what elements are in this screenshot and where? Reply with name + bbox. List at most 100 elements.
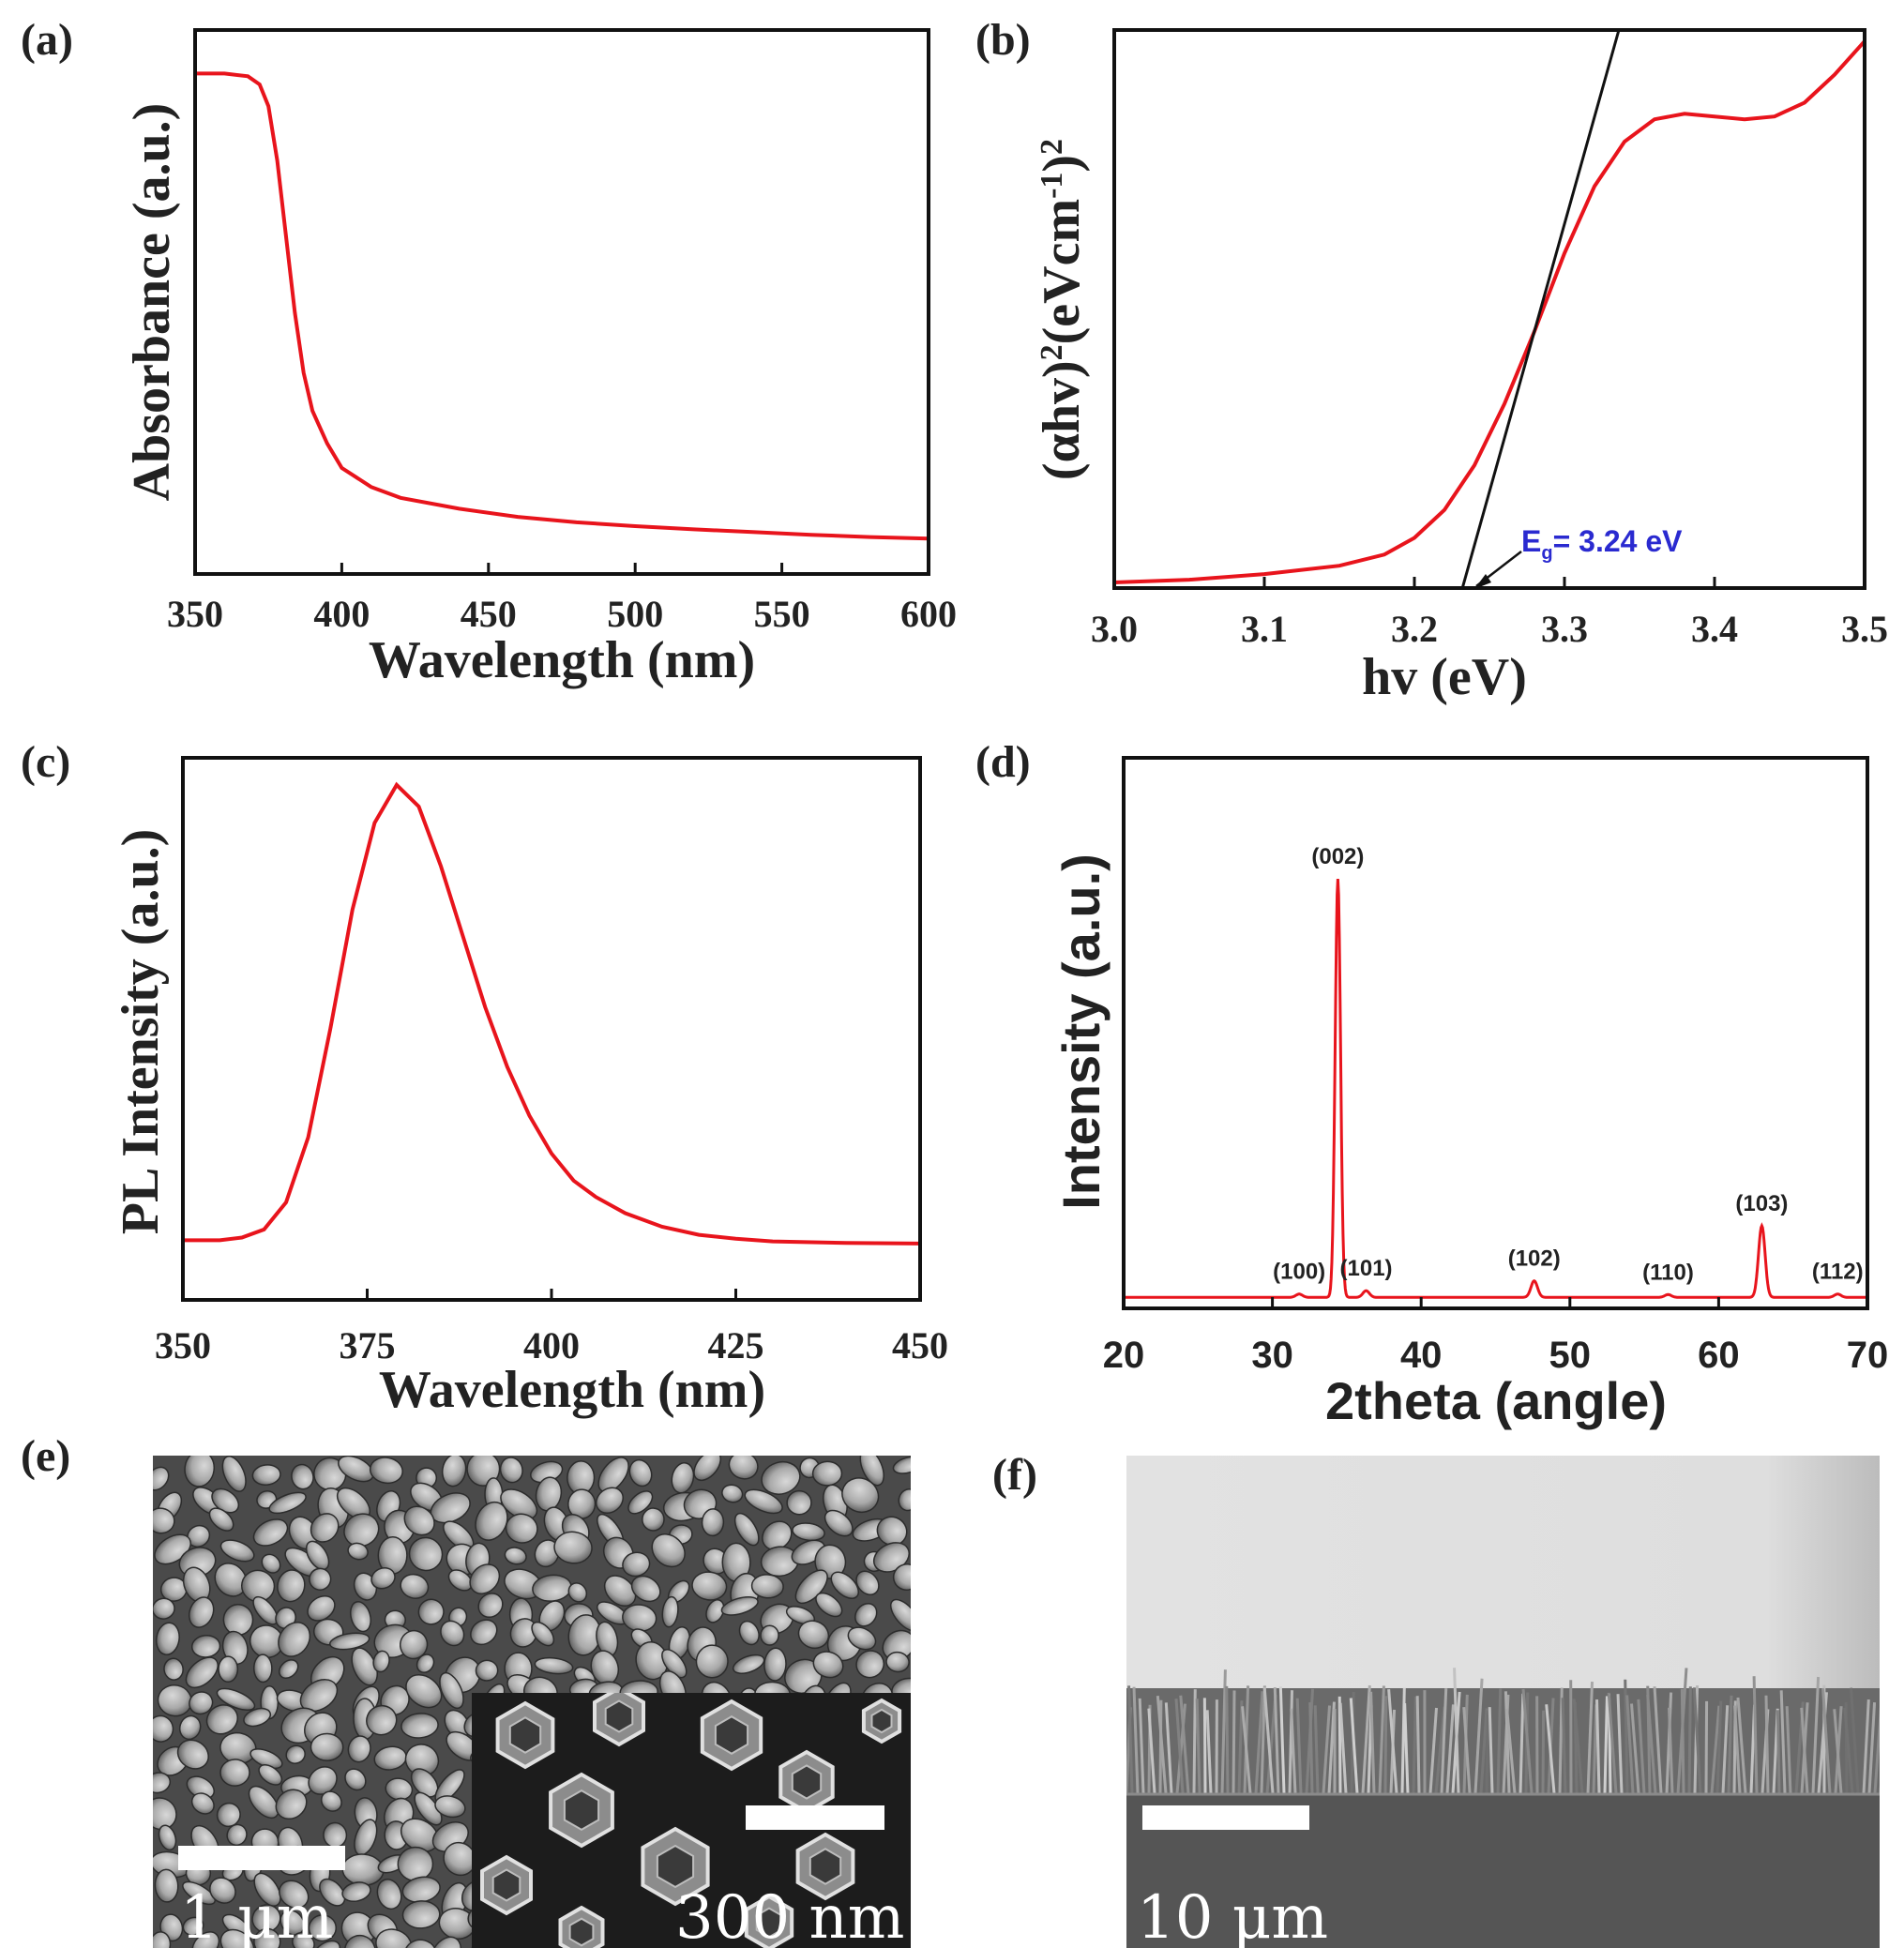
chart-b-x-ticks: 3.0 3.1 3.2 3.3 3.4 3.5: [1091, 577, 1888, 650]
sem-f-rod: [1369, 1691, 1376, 1794]
sem-e-grain: [534, 1656, 574, 1675]
sem-e-grain: [185, 1656, 219, 1689]
sem-e-grain: [291, 1463, 314, 1490]
sem-f-rod: [1879, 1785, 1880, 1793]
sem-f-rod: [1265, 1694, 1277, 1794]
chart-b-xtick-label: 3.4: [1691, 608, 1738, 650]
sem-f-rod: [1453, 1668, 1460, 1794]
panel-label-d: (d): [975, 737, 1031, 787]
sem-f-rod: [1687, 1686, 1692, 1794]
chart-a-frame: [193, 28, 930, 576]
sem-f-rod: [1616, 1694, 1624, 1794]
sem-e-grain: [441, 1456, 467, 1487]
sem-e-grain: [319, 1878, 346, 1907]
sem-e-grain: [310, 1513, 340, 1543]
sem-e-grain: [466, 1456, 501, 1487]
sem-e-grain: [205, 1704, 239, 1735]
chart-c-frame: [181, 756, 922, 1302]
sem-f-rod: [1850, 1687, 1860, 1794]
sem-e-grain: [338, 1456, 374, 1483]
chart-d-xtick-label: 50: [1549, 1335, 1592, 1376]
chart-d-xtick-label: 20: [1103, 1335, 1145, 1376]
sem-e-grain: [630, 1575, 661, 1603]
sem-e-grain: [253, 1872, 281, 1907]
sem-f-rod: [1428, 1707, 1439, 1794]
sem-f-rod: [1225, 1685, 1230, 1794]
chart-b-series-line: [1113, 39, 1866, 584]
sem-f-rod: [1811, 1676, 1821, 1794]
chart-a-xtick-label: 400: [313, 593, 370, 635]
sem-f-rod: [1156, 1695, 1168, 1794]
sem-e-grain: [226, 1823, 248, 1847]
sem-e-grain: [191, 1931, 220, 1948]
sem-e-grain: [762, 1520, 793, 1551]
sem-e-grain: [285, 1744, 306, 1764]
sem-e-grain: [261, 1553, 281, 1574]
sem-e-grain: [153, 1507, 175, 1534]
sem-e-grain: [208, 1507, 234, 1532]
sem-f-rod: [1733, 1705, 1742, 1794]
sem-e-grain: [308, 1766, 338, 1795]
sem-e-grain: [372, 1650, 390, 1673]
sem-f-scale-label: 10 μm: [1137, 1883, 1328, 1948]
sem-e-grain: [859, 1456, 884, 1487]
chart-b-xlabel: hv (eV): [1362, 648, 1527, 706]
sem-e-grain: [628, 1458, 653, 1487]
chart-a-xtick-label: 550: [754, 593, 810, 635]
sem-e-grain: [216, 1802, 241, 1828]
sem-e-grain: [705, 1599, 725, 1623]
sem-f-rod: [1721, 1705, 1730, 1794]
sem-f-rod: [1260, 1685, 1266, 1794]
sem-f-rod: [1625, 1695, 1635, 1794]
sem-f-rod: [1278, 1686, 1286, 1794]
sem-e-grain: [898, 1488, 911, 1512]
chart-d-series-line: [1124, 879, 1867, 1299]
sem-f-rod: [1572, 1699, 1584, 1794]
sem-e-grain: [408, 1536, 444, 1572]
sem-e-grain: [376, 1879, 402, 1910]
sem-e-grain: [178, 1714, 202, 1741]
chart-d-xlabel: 2theta (angle): [1325, 1371, 1667, 1430]
chart-d-xrd: 20 30 40 50 60 70 (100)(002)(101) (102)(110)(1…: [1051, 756, 1888, 1430]
chart-d-peak-label: (102): [1508, 1246, 1561, 1272]
chart-d-xtick-label: 30: [1251, 1335, 1293, 1376]
sem-f-rod: [1174, 1699, 1185, 1794]
sem-e-grain: [627, 1490, 654, 1515]
sem-f-rod: [1586, 1682, 1594, 1794]
sem-e-grain: [434, 1795, 466, 1819]
sem-e-hexagon-core: [791, 1764, 823, 1800]
sem-e-grain: [693, 1456, 722, 1482]
sem-f-rod: [1504, 1691, 1511, 1794]
sem-f-rod: [1262, 1686, 1275, 1794]
chart-b-fit-line: [1460, 29, 1621, 589]
sem-e-grain: [841, 1477, 880, 1514]
sem-f-rod: [1630, 1703, 1640, 1794]
sem-f-rod: [1473, 1678, 1484, 1794]
sem-f-sky: [1126, 1456, 1880, 1688]
sem-f-rod: [1779, 1690, 1787, 1794]
sem-e-grain: [347, 1542, 369, 1561]
sem-f-rod: [1545, 1704, 1556, 1794]
sem-f-rod: [1496, 1688, 1503, 1794]
sem-e-grain: [812, 1651, 844, 1679]
sem-f-nanorods: [1126, 1668, 1880, 1794]
panel-label-a: (a): [21, 15, 73, 65]
sem-e-grain: [243, 1707, 272, 1728]
sem-e-grain: [154, 1868, 179, 1903]
sem-e-grain: [158, 1824, 177, 1851]
sem-f-rod: [1727, 1695, 1733, 1794]
sem-e-grain: [854, 1602, 878, 1627]
sem-f-rod: [1680, 1688, 1685, 1794]
chart-a-xtick-label: 600: [900, 593, 957, 635]
sem-e-grain: [189, 1691, 214, 1715]
chart-b-annotation-arrowhead: [1474, 574, 1491, 589]
sem-e-grain: [732, 1654, 765, 1674]
sem-e-grain: [761, 1460, 801, 1495]
sem-e-grain: [885, 1651, 910, 1673]
sem-e-scalebar-main: [178, 1846, 345, 1870]
sem-e-grain: [892, 1563, 911, 1591]
sem-f-rod: [1785, 1706, 1792, 1794]
sem-f-rod: [1412, 1696, 1417, 1794]
chart-b-xtick-label: 3.5: [1841, 608, 1888, 650]
sem-e-grain: [251, 1464, 281, 1487]
